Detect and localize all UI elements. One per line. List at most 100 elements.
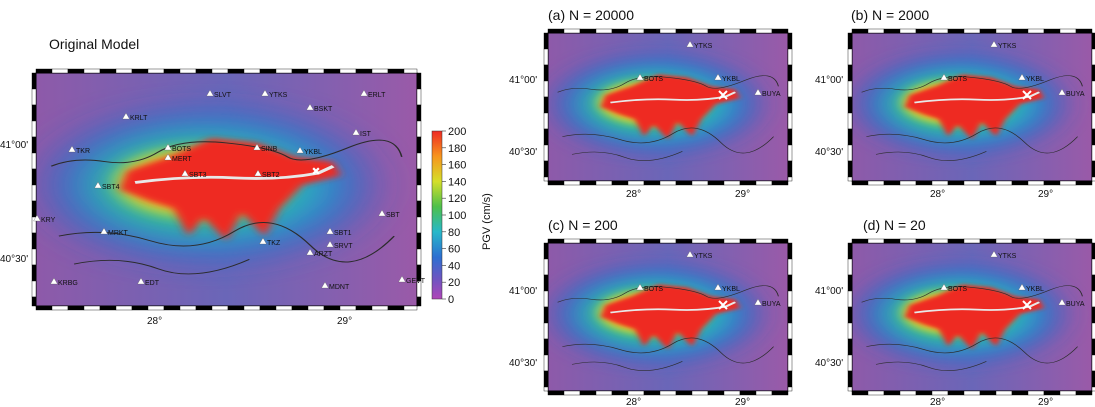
frame-segment — [915, 238, 933, 244]
frame-segment — [851, 238, 869, 244]
y-tick-b-1: 41°00' — [815, 75, 843, 86]
station-label: EDT — [145, 280, 160, 287]
station-label: GEVT — [406, 278, 426, 285]
station-label: BUYA — [1066, 301, 1085, 308]
frame-segment — [899, 28, 917, 34]
panel-original: Original Model 41°00' 40°30' 28° 29° KRL… — [0, 36, 426, 327]
frame-segment — [543, 32, 549, 50]
frame-segment — [611, 238, 629, 244]
frame-segment — [723, 238, 741, 244]
frame-segment — [259, 68, 277, 74]
frame-segment — [659, 238, 677, 244]
frame-segment — [579, 390, 597, 396]
frame-segment — [31, 72, 37, 90]
panel-title-a: (a) N = 20000 — [548, 7, 634, 23]
frame-segment — [847, 370, 853, 388]
frame-segment — [627, 390, 645, 396]
frame-segment — [659, 390, 677, 396]
frame-segment — [675, 28, 693, 34]
frame-segment — [899, 390, 917, 396]
panel-d: (d) N = 20 41°00' 40°30' 28° 29° YTKS BOT… — [815, 217, 1095, 407]
y-tick-a-1: 41°00' — [509, 75, 537, 86]
frame-segment — [1059, 390, 1077, 396]
frame-segment — [627, 238, 645, 244]
frame-segment — [707, 238, 725, 244]
station-triangle — [754, 88, 762, 96]
colorbar-tick-label: 0 — [448, 294, 454, 306]
stations-c: YTKS BOTS YKBL BUYA — [636, 250, 781, 310]
station-triangle — [1018, 73, 1026, 81]
frame-segment — [847, 176, 853, 182]
frame-segment — [579, 180, 597, 186]
frame-segment — [847, 258, 853, 276]
frame-segment — [323, 305, 341, 311]
station-triangle — [206, 89, 214, 97]
station-triangle — [398, 275, 406, 283]
frame-segment — [847, 160, 853, 178]
frame-segment — [543, 274, 549, 292]
frame-segment — [659, 28, 677, 34]
frame-segment — [787, 48, 793, 66]
frame-segment — [739, 238, 757, 244]
frame-segment — [963, 238, 981, 244]
frame-segment — [787, 290, 793, 308]
station-triangle — [714, 73, 722, 81]
frame-segment — [659, 180, 677, 186]
station-triangle — [1018, 283, 1026, 291]
frame-segment — [787, 354, 793, 372]
frame-segment — [611, 180, 629, 186]
panel-title-original: Original Model — [49, 36, 139, 52]
frame-segment — [787, 176, 793, 182]
station-label: YKBL — [1026, 76, 1044, 83]
frame-segment — [543, 144, 549, 162]
frame-segment — [847, 274, 853, 292]
station-triangle — [122, 112, 130, 120]
stations-d: YTKS BOTS YKBL BUYA — [940, 250, 1085, 310]
station-label: KRLT — [130, 115, 148, 122]
y-tick-d-1: 41°00' — [815, 286, 843, 297]
y-tick-c-2: 40°30' — [509, 358, 537, 369]
frame-segment — [787, 32, 793, 50]
station-triangle — [254, 169, 262, 177]
frame-segment — [595, 28, 613, 34]
station-label: BSKT — [314, 106, 333, 113]
station-triangle — [990, 250, 998, 258]
frame-segment — [416, 168, 422, 186]
frame-segment — [611, 28, 629, 34]
frame-segment — [563, 180, 581, 186]
frame-segment — [931, 28, 949, 34]
frame-segment — [611, 390, 629, 396]
frame-segment — [227, 68, 245, 74]
frame-segment — [31, 232, 37, 250]
frame-segment — [947, 180, 965, 186]
station-triangle — [164, 143, 172, 151]
frame-segment — [31, 88, 37, 106]
frame-segment — [543, 96, 549, 114]
frame-segment — [847, 80, 853, 98]
station-label: YTKS — [998, 253, 1017, 260]
frame-segment — [547, 390, 565, 396]
frame-segment — [787, 338, 793, 356]
station-label: YTKS — [269, 92, 288, 99]
frame-segment — [307, 68, 325, 74]
frame-segment — [963, 390, 981, 396]
frame-segment — [847, 386, 853, 392]
frame-segment — [883, 390, 901, 396]
frame-segment — [963, 28, 981, 34]
colorbar-tick-label: 140 — [448, 176, 466, 188]
frame-segment — [227, 305, 245, 311]
frame-segment — [543, 242, 549, 260]
frame-segment — [416, 120, 422, 138]
frame-segment — [947, 390, 965, 396]
station-label: YKBL — [1026, 286, 1044, 293]
frame-segment — [883, 180, 901, 186]
frame-segment — [416, 200, 422, 218]
epicenter-marker-original — [312, 167, 320, 175]
frame-segment — [1043, 180, 1061, 186]
frame-segment — [787, 144, 793, 162]
frame-segment — [543, 160, 549, 178]
frame-segment — [979, 180, 997, 186]
station-triangle — [306, 248, 314, 256]
station-label: ARZT — [314, 251, 333, 258]
frame-segment — [307, 305, 325, 311]
